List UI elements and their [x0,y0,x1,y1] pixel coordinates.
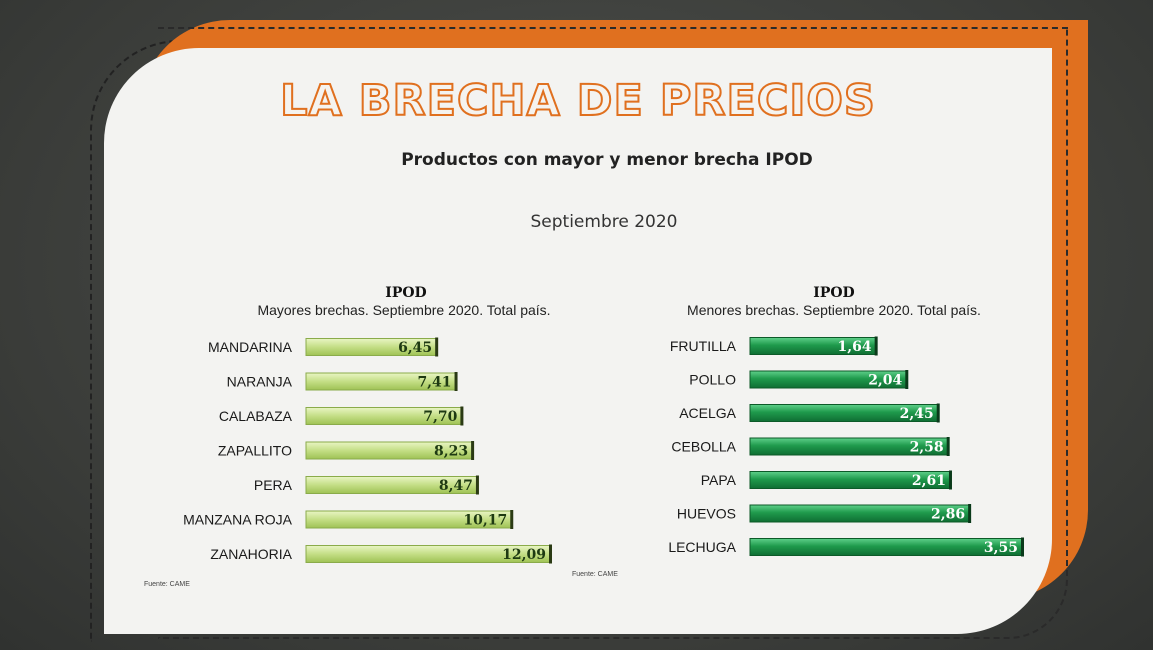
value-label: 2,58 [910,440,944,456]
category-label: LECHUGA [668,539,736,555]
dashed-decoration-frame [158,27,1068,639]
category-label: POLLO [689,372,736,388]
bar-end-cap [874,336,878,356]
bar-end-cap [936,403,940,423]
category-label: PAPA [701,472,737,488]
value-label: 2,04 [868,373,902,389]
bar-end-cap [460,406,464,426]
category-label: PERA [254,477,293,493]
right-bar-chart: FRUTILLA 1,64 POLLO 2,04 ACELGA 2,45 CEBOLLA 2,… [668,336,1024,557]
value-label: 2,61 [912,473,946,489]
chart-period: Septiembre 2020 [530,212,678,232]
value-label: 10,17 [463,513,507,529]
value-label: 6,45 [398,340,432,356]
right-panel-title: IPOD [813,285,855,301]
bar-end-cap [471,441,475,460]
value-label: 8,47 [439,478,473,494]
value-label: 2,86 [931,507,965,523]
right-panel-subtitle: Menores brechas. Septiembre 2020. Total … [687,302,981,318]
value-label: 2,45 [900,406,934,422]
bar-end-cap [435,337,439,357]
bar-end-cap [946,437,950,456]
category-label: MANDARINA [208,339,293,355]
bar-end-cap [549,544,552,564]
bar-end-cap [948,470,952,490]
category-label: HUEVOS [677,506,736,522]
bar [749,538,1023,556]
value-label: 1,64 [838,339,872,355]
left-bar-chart: MANDARINA 6,45 NARANJA 7,41 CALABAZA 7,70 ZAPA… [183,337,552,564]
slide-title: LA BRECHA DE PRECIOS [279,75,876,127]
category-label: ZAPALLITO [218,443,292,459]
value-label: 8,23 [434,444,468,460]
bar-end-cap [510,510,514,529]
category-label: CEBOLLA [671,439,736,455]
category-label: ZANAHORIA [210,546,292,562]
left-panel-subtitle: Mayores brechas. Septiembre 2020. Total … [257,302,551,318]
category-label: ACELGA [679,405,736,421]
bar-end-cap [475,475,479,495]
value-label: 3,55 [984,540,1018,556]
chart-subtitle: Productos con mayor y menor brecha IPOD [401,150,813,170]
category-label: FRUTILLA [670,338,737,354]
value-label: 7,70 [423,409,457,425]
bar-end-cap [905,370,909,389]
category-label: CALABAZA [219,408,293,424]
value-label: 12,09 [502,547,546,563]
left-panel-title: IPOD [385,285,427,301]
right-source-note: Fuente: CAME [572,571,618,578]
category-label: MANZANA ROJA [183,512,293,528]
bar-end-cap [454,372,458,391]
category-label: NARANJA [227,374,293,390]
slide-card: LA BRECHA DE PRECIOS Productos con mayor… [104,48,1052,634]
left-source-note: Fuente: CAME [144,581,190,588]
bar-end-cap [1021,537,1024,557]
bar-end-cap [968,504,972,523]
value-label: 7,41 [417,375,451,391]
